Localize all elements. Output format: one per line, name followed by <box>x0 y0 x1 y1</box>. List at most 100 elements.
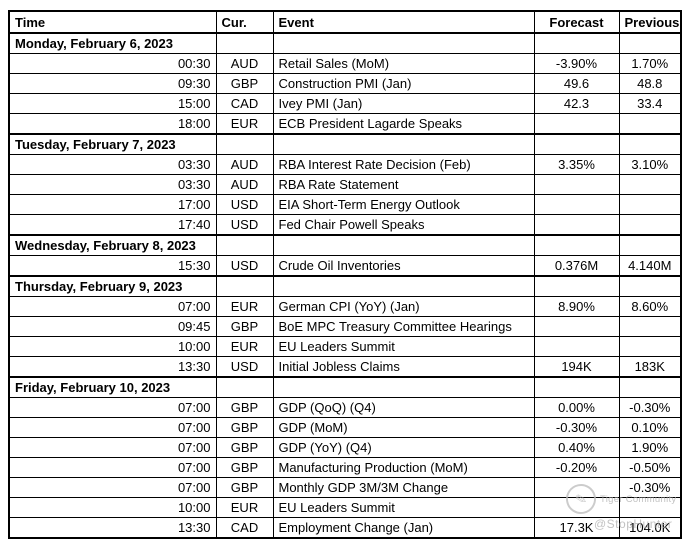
event-row: 00:30 AUD Retail Sales (MoM) -3.90% 1.70% <box>8 53 682 74</box>
event-cell: RBA Interest Rate Decision (Feb) <box>272 154 535 175</box>
event-cell: Retail Sales (MoM) <box>272 53 535 74</box>
previous-cell: 33.4 <box>618 93 682 114</box>
forecast-cell: 0.376M <box>533 255 620 277</box>
time-cell: 13:30 <box>8 517 217 539</box>
event-row: 09:30 GBP Construction PMI (Jan) 49.6 48.8 <box>8 73 682 94</box>
cur-cell: EUR <box>215 336 274 357</box>
empty-cell <box>618 376 682 398</box>
header-row: Time Cur. Event Forecast Previous <box>8 10 682 34</box>
cur-cell: USD <box>215 255 274 277</box>
time-cell: 00:30 <box>8 53 217 74</box>
time-cell: 15:30 <box>8 255 217 277</box>
day-header-row: Thursday, February 9, 2023 <box>8 275 682 297</box>
event-cell: GDP (QoQ) (Q4) <box>272 397 535 418</box>
empty-cell <box>618 133 682 155</box>
cur-cell: AUD <box>215 53 274 74</box>
forecast-cell <box>533 113 620 135</box>
event-row: 07:00 GBP GDP (YoY) (Q4) 0.40% 1.90% <box>8 437 682 458</box>
forecast-cell: -0.20% <box>533 457 620 478</box>
cur-cell: EUR <box>215 296 274 317</box>
empty-cell <box>215 133 274 155</box>
column-header-previous: Previous <box>618 10 682 34</box>
event-row: 03:30 AUD RBA Rate Statement <box>8 174 682 195</box>
empty-cell <box>618 275 682 297</box>
time-cell: 17:40 <box>8 214 217 236</box>
time-cell: 13:30 <box>8 356 217 378</box>
empty-cell <box>272 376 535 398</box>
time-cell: 17:00 <box>8 194 217 215</box>
empty-cell <box>215 275 274 297</box>
forecast-cell <box>533 194 620 215</box>
event-row: 03:30 AUD RBA Interest Rate Decision (Feb)… <box>8 154 682 175</box>
cur-cell: GBP <box>215 316 274 337</box>
empty-cell <box>533 32 620 54</box>
forecast-cell: -3.90% <box>533 53 620 74</box>
forecast-cell <box>533 497 620 518</box>
event-cell: Initial Jobless Claims <box>272 356 535 378</box>
time-cell: 07:00 <box>8 417 217 438</box>
event-row: 07:00 EUR German CPI (YoY) (Jan) 8.90% 8.60% <box>8 296 682 317</box>
time-cell: 15:00 <box>8 93 217 114</box>
day-header-row: Wednesday, February 8, 2023 <box>8 234 682 256</box>
cur-cell: GBP <box>215 477 274 498</box>
event-row: 07:00 GBP Monthly GDP 3M/3M Change -0.30% <box>8 477 682 498</box>
previous-cell: 1.70% <box>618 53 682 74</box>
event-cell: Employment Change (Jan) <box>272 517 535 539</box>
event-row: 17:00 USD EIA Short-Term Energy Outlook <box>8 194 682 215</box>
forecast-cell <box>533 174 620 195</box>
day-label: Wednesday, February 8, 2023 <box>8 234 217 256</box>
day-header-row: Friday, February 10, 2023 <box>8 376 682 398</box>
day-label: Friday, February 10, 2023 <box>8 376 217 398</box>
cur-cell: AUD <box>215 154 274 175</box>
forecast-cell: 0.00% <box>533 397 620 418</box>
forecast-cell: 194K <box>533 356 620 378</box>
time-cell: 10:00 <box>8 336 217 357</box>
event-cell: EU Leaders Summit <box>272 336 535 357</box>
empty-cell <box>618 32 682 54</box>
event-row: 07:00 GBP GDP (QoQ) (Q4) 0.00% -0.30% <box>8 397 682 418</box>
event-row: 13:30 USD Initial Jobless Claims 194K 183K <box>8 356 682 378</box>
cur-cell: CAD <box>215 93 274 114</box>
event-row: 17:40 USD Fed Chair Powell Speaks <box>8 214 682 236</box>
empty-cell <box>215 32 274 54</box>
event-cell: EIA Short-Term Energy Outlook <box>272 194 535 215</box>
previous-cell: 48.8 <box>618 73 682 94</box>
forecast-cell: 3.35% <box>533 154 620 175</box>
forecast-cell <box>533 316 620 337</box>
cur-cell: GBP <box>215 397 274 418</box>
event-row: 13:30 CAD Employment Change (Jan) 17.3K 104.… <box>8 517 682 539</box>
time-cell: 07:00 <box>8 397 217 418</box>
empty-cell <box>533 234 620 256</box>
cur-cell: USD <box>215 194 274 215</box>
cur-cell: GBP <box>215 417 274 438</box>
event-cell: RBA Rate Statement <box>272 174 535 195</box>
day-label: Tuesday, February 7, 2023 <box>8 133 217 155</box>
cur-cell: GBP <box>215 457 274 478</box>
time-cell: 03:30 <box>8 174 217 195</box>
day-header-row: Monday, February 6, 2023 <box>8 32 682 54</box>
time-cell: 09:30 <box>8 73 217 94</box>
previous-cell: 3.10% <box>618 154 682 175</box>
previous-cell: 183K <box>618 356 682 378</box>
event-cell: Monthly GDP 3M/3M Change <box>272 477 535 498</box>
cur-cell: CAD <box>215 517 274 539</box>
cur-cell: EUR <box>215 113 274 135</box>
day-label: Thursday, February 9, 2023 <box>8 275 217 297</box>
empty-cell <box>272 275 535 297</box>
forecast-cell: 0.40% <box>533 437 620 458</box>
event-row: 07:00 GBP Manufacturing Production (MoM) -0… <box>8 457 682 478</box>
event-cell: Fed Chair Powell Speaks <box>272 214 535 236</box>
event-row: 07:00 GBP GDP (MoM) -0.30% 0.10% <box>8 417 682 438</box>
time-cell: 07:00 <box>8 477 217 498</box>
event-row: 15:00 CAD Ivey PMI (Jan) 42.3 33.4 <box>8 93 682 114</box>
event-row: 09:45 GBP BoE MPC Treasury Committee Heari… <box>8 316 682 337</box>
empty-cell <box>215 234 274 256</box>
event-cell: GDP (YoY) (Q4) <box>272 437 535 458</box>
cur-cell: AUD <box>215 174 274 195</box>
empty-cell <box>272 234 535 256</box>
previous-cell <box>618 194 682 215</box>
previous-cell <box>618 214 682 236</box>
previous-cell: 104.0K <box>618 517 682 539</box>
event-cell: Crude Oil Inventories <box>272 255 535 277</box>
